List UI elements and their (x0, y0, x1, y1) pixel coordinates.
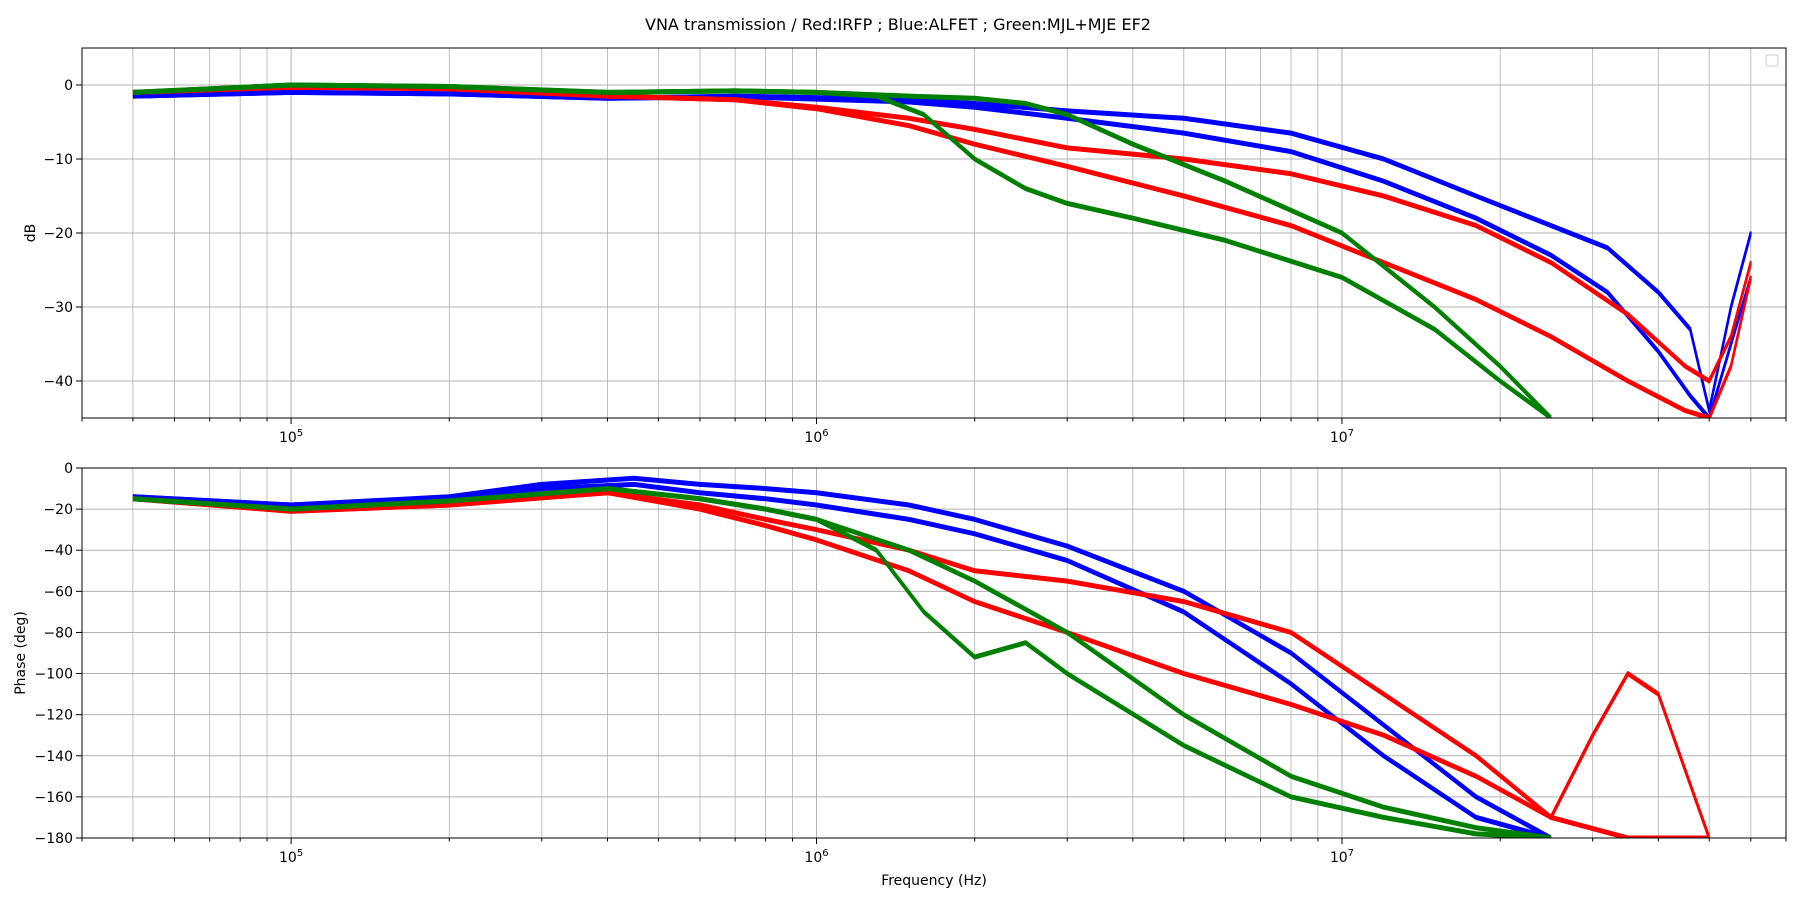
series-line (132, 87, 1752, 418)
y-tick-label: −180 (35, 831, 73, 847)
series-line (132, 82, 1552, 418)
figure-title: VNA transmission / Red:IRFP ; Blue:ALFET… (645, 15, 1151, 34)
y-tick-label: 0 (64, 78, 73, 94)
x-tick-label: 105 (279, 848, 303, 866)
y-tick-label: −30 (43, 300, 73, 316)
y-tick-label: −40 (43, 374, 73, 390)
y-tick-label: −80 (43, 625, 73, 641)
series-line (132, 475, 1552, 838)
y-tick-label: −20 (43, 502, 73, 518)
x-tick-label: 107 (1330, 848, 1354, 866)
y-tick-label: −140 (35, 749, 73, 765)
magnitude-plot: 0 −10 −20 −30 −40 105 106 107 dB (23, 47, 1787, 446)
x-tick-label: 106 (804, 428, 828, 446)
y-tick-label: −120 (35, 708, 73, 724)
grid (76, 467, 1787, 844)
series-line (132, 92, 1752, 418)
x-axis-label: Frequency (Hz) (881, 873, 987, 889)
x-tick-label: 106 (804, 848, 828, 866)
y-axis-label: Phase (deg) (13, 611, 29, 695)
series-line (132, 84, 1552, 418)
phase-plot: 0 −20 −40 −60 −80 −100 −120 −140 −160 −180 105 106 1… (13, 461, 1787, 889)
series-line (132, 493, 1627, 838)
series-line (132, 489, 1542, 838)
x-tick-label: 105 (279, 428, 303, 446)
legend-box (1765, 54, 1779, 67)
series-line (132, 477, 1552, 838)
axes-frame (81, 47, 1787, 419)
y-tick-label: −100 (35, 667, 73, 683)
y-tick-label: −40 (43, 543, 73, 559)
series-group (132, 475, 1711, 838)
y-tick-label: 0 (64, 461, 73, 477)
series-group (132, 82, 1752, 418)
series-line (132, 86, 1752, 418)
y-tick-label: −10 (43, 152, 73, 168)
axes-frame (81, 467, 1787, 839)
series-line (132, 490, 1710, 838)
x-tick-label: 107 (1330, 428, 1354, 446)
y-tick-label: −60 (43, 584, 73, 600)
y-tick-label: −20 (43, 226, 73, 242)
y-axis-label: dB (23, 224, 39, 243)
y-tick-label: −160 (35, 790, 73, 806)
series-line (132, 491, 1710, 838)
series-line (132, 85, 1551, 418)
